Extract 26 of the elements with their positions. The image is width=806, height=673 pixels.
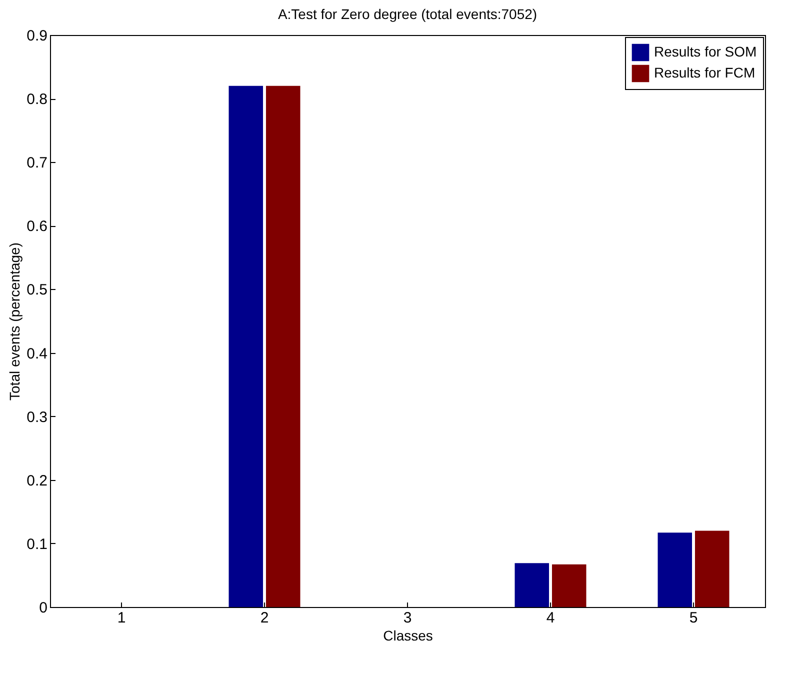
y-tick-label: 0.3 — [26, 408, 48, 426]
y-tick-label: 0.9 — [26, 28, 48, 44]
bar — [694, 530, 730, 607]
bar — [552, 564, 586, 607]
y-tick-label: 0.5 — [26, 282, 48, 299]
bar — [514, 563, 550, 607]
x-tick-label: 5 — [689, 610, 698, 626]
y-tick-label: 0 — [39, 600, 48, 616]
y-axis-title: Total events (percentage) — [6, 242, 23, 400]
y-tick-label: 0.4 — [26, 345, 48, 362]
legend-label: Results for FCM — [654, 64, 756, 80]
x-tick-label: 3 — [403, 610, 412, 626]
y-tick-label: 0.6 — [26, 218, 48, 236]
y-tick-label: 0.2 — [26, 472, 48, 490]
y-tick-label: 0.8 — [26, 91, 48, 108]
chart-title: A:Test for Zero degree (total events:7052) — [278, 6, 538, 22]
x-tick-label: 4 — [546, 610, 555, 626]
y-tick-label: 0.7 — [26, 154, 48, 172]
x-axis-title: Classes — [383, 628, 433, 644]
legend-label: Results for SOM — [654, 44, 757, 60]
y-tick-label: 0.1 — [26, 536, 48, 553]
bar — [266, 86, 300, 607]
bar — [658, 532, 692, 607]
x-tick-label: 2 — [260, 610, 269, 626]
bar — [228, 86, 264, 607]
x-tick-label: 1 — [117, 610, 126, 626]
